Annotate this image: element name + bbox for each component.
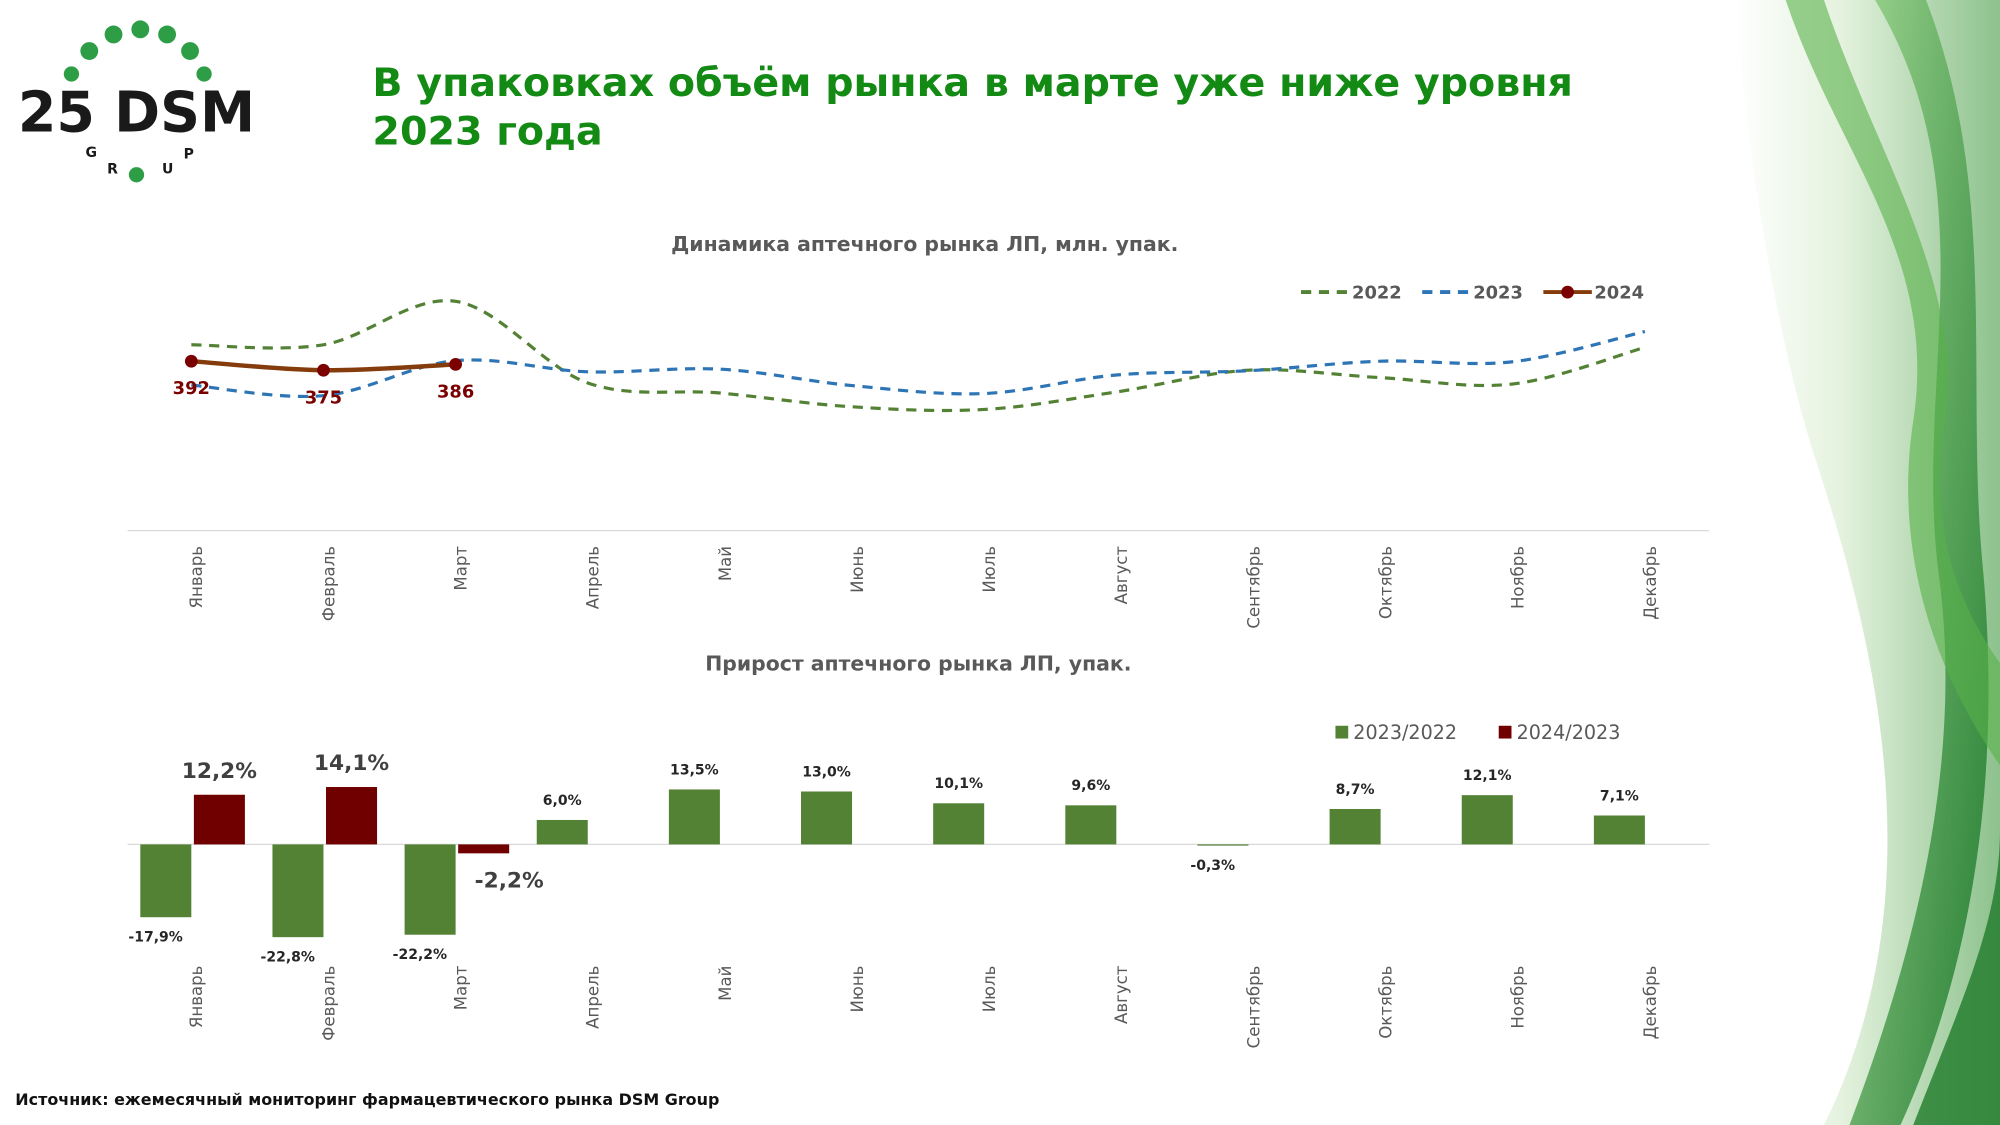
legend-marker — [1561, 285, 1574, 299]
data-label: -0,3% — [1190, 858, 1235, 874]
bar — [404, 844, 456, 935]
legend-label: 2023/2022 — [1353, 721, 1457, 744]
bar — [668, 789, 720, 845]
x-tick-label: Июль — [980, 966, 999, 1013]
bar — [933, 803, 985, 845]
x-tick-label: Апрель — [584, 966, 603, 1029]
line-marker — [184, 354, 198, 368]
x-tick-label: Май — [716, 966, 735, 1001]
bar — [1065, 805, 1117, 845]
x-tick-label: Май — [716, 546, 735, 581]
data-label: 12,1% — [1463, 768, 1512, 784]
data-label: 10,1% — [934, 776, 983, 792]
bar — [458, 844, 510, 854]
logo-letter: R — [107, 162, 118, 178]
line-series — [191, 329, 1646, 399]
bar — [1593, 815, 1645, 845]
x-tick-label: Сентябрь — [1244, 966, 1263, 1049]
chart-title: Динамика аптечного рынка ЛП, млн. упак. — [671, 232, 1178, 256]
x-tick-label: Ноябрь — [1509, 966, 1528, 1029]
data-label: 8,7% — [1336, 782, 1375, 798]
data-label: 7,1% — [1600, 788, 1639, 804]
data-label: -2,2% — [475, 868, 544, 893]
x-tick-label: Февраль — [319, 966, 338, 1041]
x-tick-label: Август — [1112, 546, 1131, 605]
x-tick-label: Декабрь — [1641, 966, 1660, 1040]
data-label: 375 — [305, 387, 342, 408]
line-marker — [449, 358, 462, 371]
legend-swatch — [1498, 725, 1512, 739]
page-title: 2023 года — [372, 108, 602, 154]
x-tick-label: Август — [1112, 965, 1131, 1024]
x-tick-label: Январь — [187, 966, 206, 1029]
data-label: -17,9% — [128, 930, 182, 946]
data-label: 9,6% — [1071, 778, 1110, 794]
data-label: 14,1% — [314, 751, 389, 776]
legend-label: 2023 — [1473, 282, 1523, 303]
logo-text: 25 DSM — [18, 81, 255, 146]
legend-label: 2024 — [1594, 282, 1644, 303]
legend-label: 2024/2023 — [1517, 721, 1621, 744]
chart-title: Прирост аптечного рынка ЛП, упак. — [705, 652, 1131, 676]
bar — [1461, 795, 1513, 845]
data-label: -22,2% — [393, 947, 447, 963]
source-note: Источник: ежемесячный мониторинг фармаце… — [15, 1090, 719, 1109]
page-title: В упаковках объём рынка в марте уже ниже… — [372, 60, 1572, 106]
logo-letter: U — [162, 162, 173, 178]
decoration — [1734, 0, 2000, 1125]
line-series — [191, 299, 1646, 413]
x-tick-label: Январь — [187, 546, 206, 609]
line-marker — [317, 363, 330, 377]
logo-letter: P — [184, 146, 194, 162]
bar — [272, 844, 324, 938]
legend-label: 2022 — [1352, 282, 1402, 303]
x-tick-label: Сентябрь — [1244, 546, 1263, 629]
data-label: -22,8% — [261, 950, 315, 966]
x-tick-label: Июль — [980, 546, 999, 593]
data-label: 13,5% — [670, 762, 719, 778]
bar — [536, 819, 588, 845]
legend-swatch — [1335, 725, 1349, 739]
bar — [1197, 844, 1249, 846]
x-tick-label: Ноябрь — [1509, 546, 1528, 609]
data-label: 12,2% — [182, 759, 257, 784]
bar — [193, 794, 245, 845]
x-tick-label: Март — [451, 965, 470, 1010]
x-tick-label: Апрель — [584, 546, 603, 609]
x-tick-label: Декабрь — [1641, 546, 1660, 620]
data-label: 6,0% — [543, 793, 582, 809]
logo: 25 DSM G R U P — [18, 20, 255, 183]
x-tick-label: Октябрь — [1376, 546, 1395, 619]
x-tick-label: Июнь — [848, 546, 867, 593]
x-tick-label: Июнь — [848, 966, 867, 1013]
bar — [326, 787, 378, 845]
data-label: 392 — [173, 378, 210, 399]
logo-dots — [63, 20, 212, 183]
bar — [1329, 808, 1381, 845]
logo-letter: G — [85, 145, 97, 161]
data-label: 13,0% — [802, 764, 851, 780]
x-tick-label: Октябрь — [1376, 966, 1395, 1039]
x-tick-label: Февраль — [319, 546, 338, 621]
x-tick-label: Март — [451, 546, 470, 591]
bar — [140, 844, 192, 918]
data-label: 386 — [437, 381, 474, 402]
bar — [801, 791, 853, 845]
